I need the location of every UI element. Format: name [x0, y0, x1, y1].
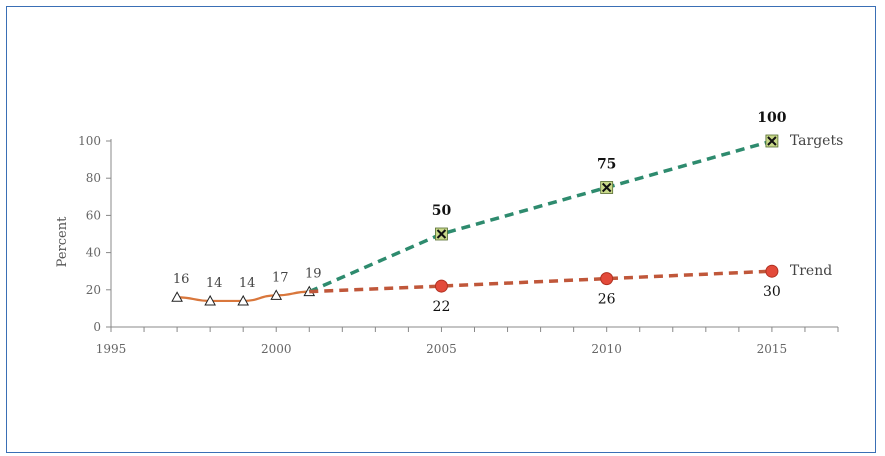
target-value-label: 75 [597, 157, 616, 173]
target-point-x [436, 229, 447, 239]
trend-value-label: 22 [433, 299, 451, 315]
historical-value-label: 19 [305, 267, 322, 282]
x-tick-label: 2005 [426, 342, 457, 356]
y-axis-title: Percent [55, 216, 70, 267]
historical-value-label: 16 [173, 272, 190, 287]
targets-series-label: Targets [790, 133, 843, 149]
chart-axes: 0 20 40 60 80 100 1995 2000 2005 2010 2015 Percent [55, 134, 839, 356]
target-value-label: 50 [432, 203, 452, 219]
y-tick-label: 80 [86, 171, 101, 185]
y-tick-label: 60 [86, 208, 101, 222]
targets-line [308, 139, 773, 294]
y-tick-label: 100 [78, 134, 101, 148]
historical-point [237, 294, 250, 306]
historical-point [270, 289, 283, 300]
target-value-label: 100 [757, 110, 786, 126]
y-tick-label: 40 [86, 246, 101, 260]
x-tick-label: 2000 [261, 342, 292, 356]
target-point-x [601, 182, 612, 193]
x-tick-label: 2010 [591, 342, 622, 356]
trend-value-label: 26 [598, 292, 616, 308]
trend-point [765, 264, 779, 278]
x-tick-label: 2015 [757, 342, 788, 356]
trend-series-label: Trend [790, 263, 832, 279]
trend-point [600, 272, 614, 286]
y-tick-label: 0 [93, 320, 101, 334]
target-point-x [767, 136, 777, 146]
historical-point [204, 294, 216, 306]
trend-value-label: 30 [763, 284, 781, 300]
historical-value-label: 14 [239, 276, 256, 291]
x-tick-label: 1995 [96, 342, 127, 356]
y-tick-label: 20 [86, 283, 101, 297]
historical-value-label: 17 [272, 270, 289, 285]
historical-value-label: 14 [206, 276, 223, 291]
historical-point [171, 291, 183, 302]
trend-point [434, 279, 448, 293]
trend-line [309, 269, 772, 294]
chart-series [171, 134, 779, 306]
